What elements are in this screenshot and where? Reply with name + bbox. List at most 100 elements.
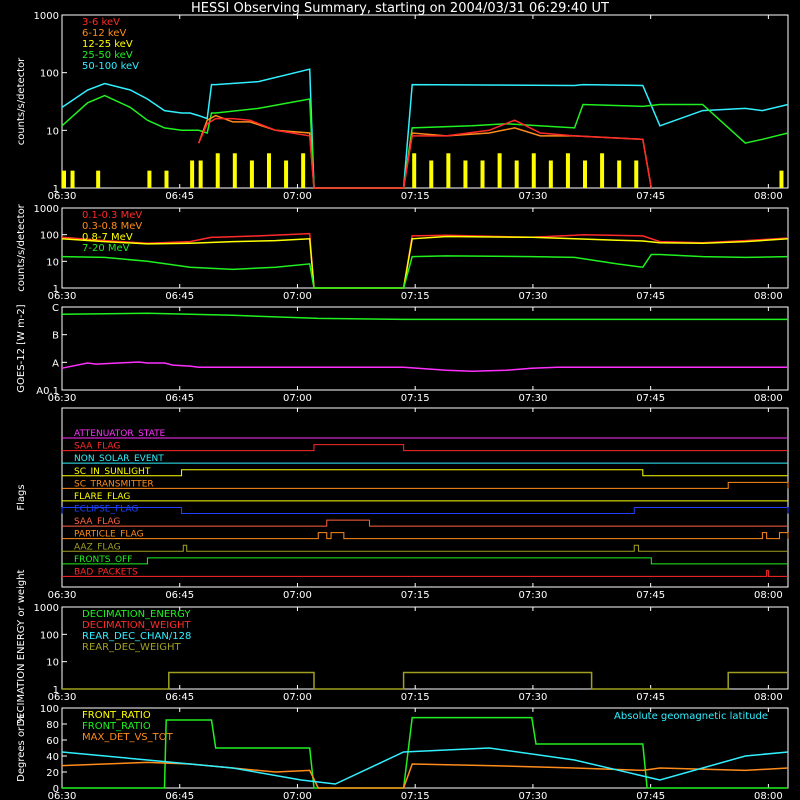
flag-line [62,569,788,577]
flag-label: SC_IN_SUNLIGHT [74,467,151,477]
flag-line [62,469,788,477]
flag-label: FRONTS_OFF [74,555,132,565]
burst-bar [284,160,289,188]
flag-line [62,481,789,489]
x-tick-label: 07:00 [283,191,312,202]
flag-line [61,507,789,514]
x-tick-label: 06:45 [165,393,194,404]
y-tick-label: 60 [46,736,59,747]
x-tick-label: 06:45 [165,291,194,302]
y-tick-label: 80 [46,720,59,731]
legend-entry: 50-100 keV [82,61,139,72]
flag-label: ATTENUATOR_STATE [74,429,166,439]
series-line [62,716,788,789]
burst-bar [164,170,169,188]
panel-frame-rear [61,207,789,289]
panel-frame-decim [61,606,789,690]
y-axis-label: DECIMATION ENERGY or weight [16,569,27,726]
x-tick-label: 06:30 [48,291,77,302]
legend-entry: 12-25 keV [82,39,133,50]
flag-line [62,519,788,527]
flag-label: ECLIPSE_FLAG [74,505,138,515]
x-tick-label: 06:30 [48,791,77,800]
burst-bar [779,170,784,188]
panel-frame-flags [61,407,789,588]
x-tick-label: 06:45 [165,791,194,800]
burst-bar [96,170,101,188]
y-axis-label: counts/s/detector [16,57,27,145]
legend-entry: REAR_DEC_CHAN/128 [82,631,191,642]
x-tick-label: 08:00 [754,590,783,601]
panel-frame-front [61,14,789,189]
y-tick-label: 40 [46,752,59,763]
legend-entry: FRONT_RATIO [82,710,151,721]
y-tick-label: C [52,303,59,314]
y-tick-label: 100 [40,630,59,641]
panel-frame-ratio [61,707,789,789]
series-line [198,117,653,189]
flag-line [62,557,788,565]
burst-bar [446,153,451,188]
burst-bar [497,153,502,188]
x-tick-label: 07:30 [519,692,548,703]
burst-bar [480,160,485,188]
series-line [61,94,789,189]
flag-line [62,544,788,552]
burst-bar [62,170,66,188]
legend-entry: FRONT_RATIO [82,721,151,732]
y-tick-label: A [52,358,59,369]
x-tick-label: 07:45 [636,291,665,302]
series-line [62,671,788,690]
y-axis-label: counts/s/detector [16,203,27,291]
x-tick-label: 08:00 [754,191,783,202]
x-tick-label: 06:30 [48,191,77,202]
legend-entry: DECIMATION_WEIGHT [82,620,191,631]
legend-entry: 3-6 keV [82,17,120,28]
x-tick-label: 06:30 [48,393,77,404]
y-tick-label: 10 [46,126,59,137]
legend-entry: DECIMATION_ENERGY [82,609,191,620]
flag-line [62,532,789,540]
x-tick-label: 07:45 [636,393,665,404]
flag-label: BAD_PACKETS [74,567,138,577]
burst-bar [634,160,639,188]
y-tick-label: 1000 [34,11,59,22]
x-tick-label: 08:00 [754,291,783,302]
burst-bar [463,160,468,188]
x-tick-label: 08:00 [754,393,783,404]
y-tick-label: B [52,331,59,342]
burst-bar [232,153,237,188]
x-tick-label: 07:30 [519,791,548,800]
burst-bar [301,153,306,188]
x-tick-label: 07:00 [283,393,312,404]
burst-bar [190,160,195,188]
x-tick-label: 07:15 [401,692,430,703]
y-tick-label: 1 [53,184,59,195]
y-tick-label: 0 [53,784,59,795]
series-line [61,312,788,321]
panel-frame-goes [61,306,789,391]
legend-entry: 25-50 keV [82,50,133,61]
legend-entry: 0.8-7 MeV [82,232,133,243]
y-axis-label: Degrees or % [16,714,27,782]
series-line [61,232,789,289]
y-tick-label: 1000 [34,603,59,614]
y-tick-label: 10 [46,658,59,669]
burst-bar [249,160,254,188]
x-tick-label: 07:30 [519,393,548,404]
x-tick-label: 07:45 [636,791,665,800]
flag-label: PARTICLE_FLAG [74,530,144,540]
x-tick-label: 06:30 [48,692,77,703]
y-tick-label: 100 [40,704,59,715]
series-line [61,761,789,789]
burst-bar [70,170,75,188]
x-tick-label: 06:45 [165,590,194,601]
legend-entry: REAR_DEC_WEIGHT [82,642,181,653]
burst-bar [548,160,553,188]
x-tick-label: 07:00 [283,791,312,800]
x-tick-label: 07:00 [283,692,312,703]
legend-entry: MAX_DET_VS_TOT [82,732,174,743]
burst-bar [198,160,203,188]
burst-bar [514,160,519,188]
